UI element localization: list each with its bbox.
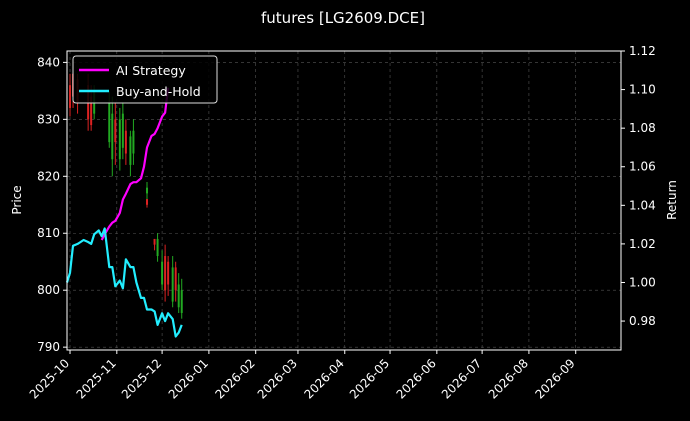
legend-label-buy-and-hold: Buy-and-Hold: [116, 84, 201, 99]
legend-label-ai-strategy: AI Strategy: [116, 63, 186, 78]
y2-tick-label: 1.00: [629, 275, 656, 289]
candle-body: [111, 113, 114, 160]
y-tick-label: 810: [37, 226, 60, 240]
candle-body: [132, 130, 135, 154]
candle-body: [153, 238, 156, 245]
y-tick-label: 820: [37, 169, 60, 183]
y2-tick-label: 1.08: [629, 121, 656, 135]
y2-tick-label: 1.12: [629, 44, 656, 58]
chart-title: futures [LG2609.DCE]: [261, 9, 425, 27]
y-axis-label: Price: [10, 185, 24, 214]
y-tick-label: 800: [37, 283, 60, 297]
candle-body: [177, 284, 180, 308]
candle-body: [118, 119, 121, 160]
candle-body: [161, 261, 164, 285]
series-line-buy-and-hold: [65, 227, 183, 338]
candle-body: [69, 85, 72, 108]
candle-body: [146, 199, 149, 205]
series-line-ai-strategy: [100, 87, 170, 241]
candle-body: [129, 136, 132, 165]
candle-body: [174, 267, 177, 291]
y2-tick-label: 1.04: [629, 198, 656, 212]
y-tick-label: 790: [37, 340, 60, 354]
candle-body: [90, 96, 93, 126]
plot-frame: [66, 50, 622, 351]
candle-body: [121, 113, 124, 148]
y2-axis-label: Return: [665, 180, 679, 220]
y2-tick-label: 0.98: [629, 314, 656, 328]
y-tick-label: 830: [37, 112, 60, 126]
y2-tick-label: 1.06: [629, 160, 656, 174]
y2-tick-label: 1.10: [629, 83, 656, 97]
candle-body: [171, 267, 174, 302]
candle-body: [167, 261, 170, 285]
legend: AI Strategy Buy-and-Hold: [72, 55, 218, 104]
candle-body: [164, 256, 167, 291]
y-tick-label: 840: [37, 55, 60, 69]
candle-body: [180, 290, 183, 313]
candle-body: [156, 238, 159, 257]
candle-body: [146, 187, 149, 194]
y2-tick-label: 1.02: [629, 237, 656, 251]
series-lines: [65, 87, 183, 338]
candle-body: [108, 102, 111, 143]
candle-body: [124, 130, 127, 154]
candle-body: [114, 119, 117, 143]
